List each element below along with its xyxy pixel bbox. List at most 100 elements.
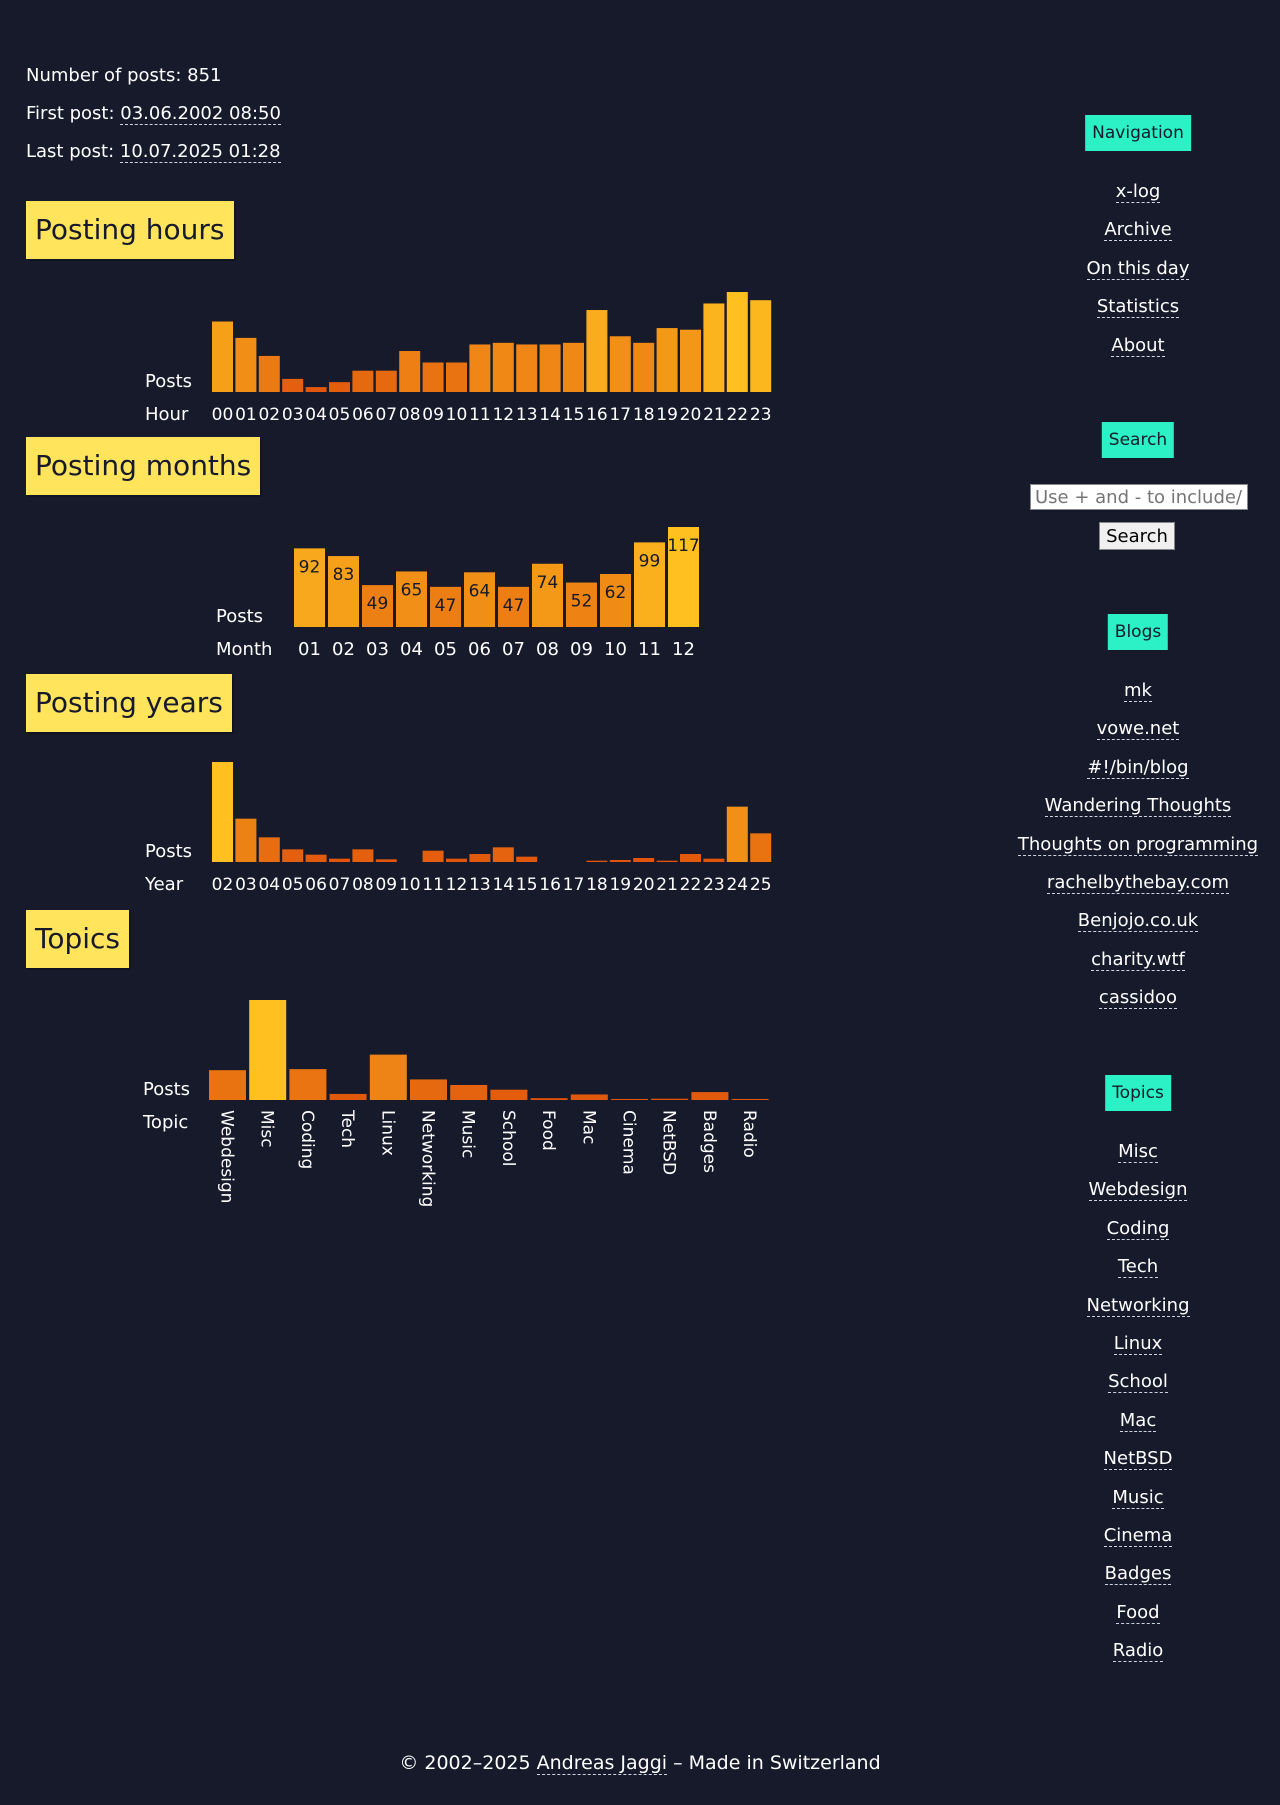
blog-link[interactable]: vowe.net — [1096, 718, 1180, 741]
topic-link[interactable]: Webdesign — [1088, 1179, 1188, 1202]
nav-link[interactable]: Statistics — [1096, 296, 1180, 319]
tick-label: 08 — [352, 875, 374, 895]
tick-label: Webdesign — [217, 1110, 237, 1203]
bar — [375, 859, 397, 862]
footer-author-link[interactable]: Andreas Jaggi — [536, 1752, 668, 1775]
topic-link[interactable]: Linux — [1113, 1332, 1163, 1355]
search-input[interactable] — [1030, 484, 1248, 510]
tick-label: 16 — [539, 875, 561, 895]
x-axis-label: Topic — [142, 1112, 188, 1133]
topic-link[interactable]: Misc — [1118, 1141, 1158, 1163]
data-label: 49 — [367, 594, 389, 614]
bar — [609, 336, 631, 392]
data-label: 65 — [401, 580, 423, 600]
blog-link[interactable]: mk — [1124, 680, 1152, 702]
post-count: Number of posts: 851 — [26, 65, 222, 87]
tick-label: 05 — [434, 639, 457, 660]
topic-link[interactable]: Mac — [1119, 1409, 1157, 1432]
tick-label: 19 — [609, 875, 631, 895]
bar — [726, 292, 748, 392]
blogs-list: mk vowe.net #!/bin/blog Wandering Thoughts T… — [1000, 672, 1276, 1018]
bar — [731, 1098, 769, 1100]
topic-link[interactable]: NetBSD — [1103, 1448, 1173, 1471]
topic-item: Music — [1000, 1479, 1276, 1517]
bar — [422, 362, 444, 392]
blog-link[interactable]: Benjojo.co.uk — [1077, 910, 1199, 933]
topic-link[interactable]: Radio — [1112, 1640, 1164, 1663]
topic-link[interactable]: Food — [1116, 1601, 1160, 1624]
nav-link[interactable]: On this day — [1086, 257, 1190, 280]
topic-link[interactable]: Networking — [1086, 1294, 1190, 1317]
nav-link[interactable]: Archive — [1104, 219, 1172, 242]
topic-link[interactable]: Cinema — [1103, 1524, 1173, 1547]
topic-item: School — [1000, 1363, 1276, 1401]
blog-link[interactable]: Wandering Thoughts — [1044, 795, 1232, 818]
bar — [563, 342, 584, 392]
topic-item: Misc — [1000, 1133, 1276, 1171]
tick-label: 03 — [282, 405, 304, 425]
search-button[interactable]: Search — [1099, 522, 1175, 550]
bar — [492, 847, 514, 862]
bar — [329, 382, 350, 392]
tick-label: 15 — [563, 405, 585, 425]
blog-link[interactable]: cassidoo — [1098, 987, 1178, 1010]
bar — [249, 1000, 287, 1100]
nav-link[interactable]: x-log — [1115, 181, 1161, 203]
tick-label: 02 — [258, 405, 280, 425]
topics-list: Misc Webdesign Coding Tech Networking Linux Sc… — [1000, 1133, 1276, 1670]
topic-link[interactable]: Coding — [1106, 1217, 1170, 1240]
topic-item: Linux — [1000, 1325, 1276, 1363]
nav-link[interactable]: About — [1111, 334, 1165, 357]
blog-link[interactable]: charity.wtf — [1091, 948, 1185, 971]
last-post-link[interactable]: 10.07.2025 01:28 — [119, 141, 281, 163]
nav-item: On this day — [1000, 250, 1276, 288]
blog-link[interactable]: rachelbythebay.com — [1046, 871, 1230, 894]
tick-label: 07 — [375, 405, 397, 425]
blog-link[interactable]: #!/bin/blog — [1087, 756, 1189, 779]
tick-label: Tech — [337, 1109, 357, 1148]
y-axis-label: Posts — [143, 1079, 190, 1100]
tick-label: 02 — [332, 639, 355, 660]
last-post-label: Last post: — [26, 141, 120, 162]
bar — [656, 860, 678, 862]
heading-posting-months: Posting months — [26, 437, 261, 495]
tick-label: 21 — [656, 875, 678, 895]
bar — [600, 574, 631, 627]
blog-link[interactable]: Thoughts on programming — [1017, 833, 1259, 856]
tick-label: 08 — [536, 639, 559, 660]
topic-item: Networking — [1000, 1287, 1276, 1325]
tick-label: 11 — [422, 875, 444, 895]
topic-item: Mac — [1000, 1402, 1276, 1440]
main-content: Number of posts: 851 First post: 03.06.2… — [26, 0, 786, 1740]
navigation-heading: Navigation — [1085, 115, 1191, 151]
bar — [680, 854, 701, 862]
tick-label: 04 — [305, 405, 327, 425]
bar — [651, 1098, 689, 1100]
blog-item: Thoughts on programming — [1000, 826, 1276, 864]
first-post-link[interactable]: 03.06.2002 08:50 — [120, 103, 281, 125]
data-label: 117 — [667, 536, 699, 556]
bar — [282, 849, 304, 862]
bar — [634, 542, 665, 627]
tick-label: 20 — [633, 875, 655, 895]
tick-label: Music — [458, 1110, 478, 1158]
tick-label: 03 — [235, 875, 257, 895]
bar — [566, 582, 597, 627]
bar — [492, 342, 514, 392]
tick-label: 01 — [298, 639, 321, 660]
topic-link[interactable]: Tech — [1117, 1256, 1159, 1279]
blog-item: rachelbythebay.com — [1000, 864, 1276, 902]
bar — [586, 860, 608, 862]
topic-link[interactable]: Badges — [1104, 1563, 1172, 1586]
bar — [422, 850, 444, 862]
tick-label: Misc — [257, 1110, 277, 1148]
bar — [446, 362, 467, 392]
data-label: 62 — [605, 583, 627, 603]
tick-label: 12 — [672, 639, 695, 660]
x-axis-label: Hour — [145, 404, 189, 425]
tick-label: 04 — [400, 639, 423, 660]
topic-link[interactable]: Music — [1112, 1486, 1164, 1509]
tick-label: NetBSD — [659, 1110, 679, 1175]
topic-link[interactable]: School — [1108, 1371, 1168, 1394]
